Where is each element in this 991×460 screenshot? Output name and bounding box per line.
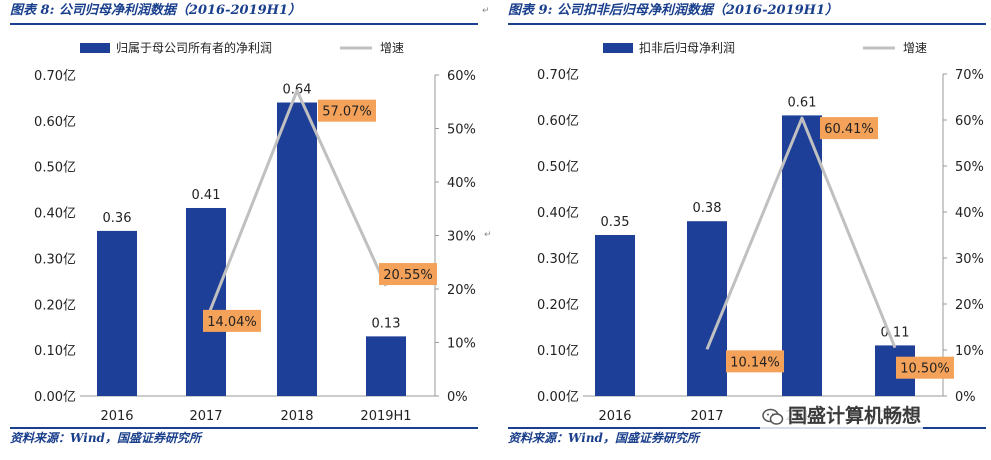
y-tick-label: 0.50亿 [537,160,579,175]
paragraph-mark: ↵ [482,6,490,16]
y2-tick-label: 30% [447,230,476,245]
growth-label: 57.07% [322,105,372,120]
bar-value-label: 0.11 [881,325,910,340]
bar [782,115,822,397]
growth-label: 20.55% [383,268,433,283]
y-tick-label: 0.60亿 [34,115,76,130]
watermark: 国盛计算机畅想 [760,403,924,429]
growth-label-box [726,350,784,373]
bar [687,221,727,396]
wechat-icon [762,408,784,425]
x-tick-label: 2018 [280,409,313,424]
y2-tick-label: 10% [447,337,476,352]
y2-tick-label: 50% [447,123,476,138]
y-tick-label: 0.20亿 [34,298,76,313]
legend-label-bar: 归属于母公司所有者的净利润 [116,40,272,55]
legend-label-line: 增速 [380,41,404,55]
y2-tick-label: 10% [955,344,984,359]
bar-value-label: 0.36 [103,211,132,226]
y2-tick-label: 40% [447,176,476,191]
growth-label: 60.41% [824,122,874,137]
growth-line [705,116,897,350]
bar-value-label: 0.38 [693,201,722,216]
growth-label-box [820,117,878,140]
y-tick-label: 0.30亿 [537,252,579,267]
y2-tick-label: 50% [955,160,984,175]
x-tick-label: 2017 [690,409,723,424]
y2-tick-label: 20% [955,298,984,313]
growth-label-box [379,263,437,286]
bar [97,230,137,396]
source-rule [508,427,986,429]
y2-tick-label: 30% [955,252,984,267]
paragraph-mark: ↵ [484,230,492,240]
growth-label: 10.14% [730,355,780,370]
y2-tick-label: 0% [447,390,468,405]
growth-label-box [203,309,261,332]
legend-swatch-bar [603,43,633,53]
y-tick-label: 0.00亿 [537,390,579,405]
chart-panel-1: 图表 8: 公司归母净利润数据（2016-2019H1） 归属于母公司所有者的净… [10,0,480,460]
chart-title: 图表 9: 公司扣非后归母净利润数据（2016-2019H1） [508,3,838,18]
y2-tick-label: 20% [447,283,476,298]
legend-label-line: 增速 [903,41,927,55]
x-tick-label: 2019H1 [360,409,411,424]
chart-2-svg: 扣非后归母净利润 增速 0.00亿 0.10亿 0.20亿 0.30亿 0.40亿 0.50亿… [537,41,984,424]
growth-line [204,89,388,322]
legend-label-bar: 扣非后归母净利润 [639,41,735,55]
bar [595,235,635,396]
legend-swatch-bar [80,43,110,53]
title-rule [10,23,478,25]
bar [366,336,406,396]
growth-label: 14.04% [207,315,257,330]
y-tick-label: 0.60亿 [537,114,579,129]
bar [277,102,317,396]
y2-tick-label: 60% [447,69,476,84]
bar-value-label: 0.35 [601,215,630,230]
x-tick-label: 2016 [100,409,133,424]
chart-1-svg: 归属于母公司所有者的净利润 增速 0.00亿 0.10亿 0.20亿 0.30亿 0.40亿… [34,40,476,424]
y2-tick-label: 0% [955,390,976,405]
chart-title: 图表 8: 公司归母净利润数据（2016-2019H1） [10,3,301,18]
y-tick-label: 0.30亿 [34,252,76,267]
y2-tick-label: 70% [955,68,984,83]
chart-source: 资料来源：Wind，国盛证券研究所 [508,431,699,445]
bar-value-label: 0.41 [192,188,221,203]
growth-label-box [896,356,954,379]
bar-value-label: 0.13 [372,316,401,331]
growth-label: 10.50% [900,362,950,377]
y2-tick-label: 40% [955,206,984,221]
y-tick-label: 0.70亿 [537,68,579,83]
y-tick-label: 0.10亿 [537,344,579,359]
y-tick-label: 0.70亿 [34,69,76,84]
y-tick-label: 0.20亿 [537,298,579,313]
growth-label-box [318,99,376,122]
chart-panel-2: 图表 9: 公司扣非后归母净利润数据（2016-2019H1） 扣非后归母净利润… [508,0,991,460]
x-tick-label: 2016 [598,409,631,424]
y-tick-label: 0.50亿 [34,161,76,176]
y-tick-label: 0.00亿 [34,390,76,405]
x-tick-label: 2017 [189,409,222,424]
y2-tick-label: 60% [955,114,984,129]
watermark-text: 国盛计算机畅想 [788,405,922,427]
bar-value-label: 0.61 [788,95,817,110]
title-rule [508,23,986,25]
y-tick-label: 0.40亿 [537,206,579,221]
y-tick-label: 0.10亿 [34,344,76,359]
source-rule [10,427,478,429]
y-tick-label: 0.40亿 [34,207,76,222]
bar [186,207,226,396]
chart-source: 资料来源：Wind，国盛证券研究所 [10,431,201,445]
